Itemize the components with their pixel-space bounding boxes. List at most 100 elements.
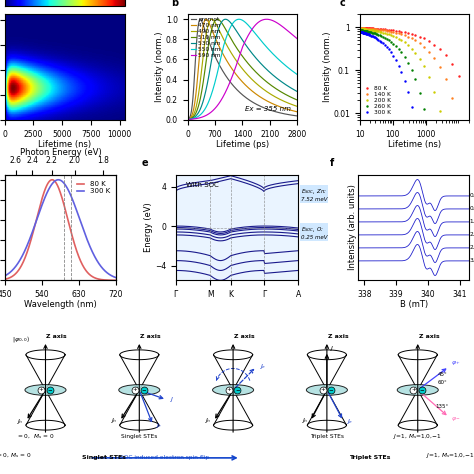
530 nm bbox=[185, 117, 191, 122]
80 K bbox=[85, 270, 91, 275]
140 K bbox=[374, 27, 380, 32]
530 nm bbox=[237, 34, 243, 39]
200 K bbox=[378, 29, 384, 35]
Text: $\varphi_-$: $\varphi_-$ bbox=[451, 415, 461, 423]
300 K bbox=[55, 177, 61, 182]
260 K bbox=[396, 46, 401, 52]
Text: +: + bbox=[39, 387, 44, 392]
Legend: promot, 470 nm, 490 nm, 510 nm, 530 nm, 550 nm, 590 nm: promot, 470 nm, 490 nm, 510 nm, 530 nm, … bbox=[191, 17, 221, 58]
530 nm bbox=[275, 76, 281, 82]
Text: $J_h$: $J_h$ bbox=[110, 416, 118, 425]
Text: Z axis: Z axis bbox=[328, 334, 348, 339]
140 K bbox=[396, 31, 401, 36]
300 K bbox=[73, 206, 79, 212]
510 nm bbox=[250, 66, 256, 72]
Legend: 80 K, 140 K, 200 K, 260 K, 300 K: 80 K, 140 K, 200 K, 260 K, 300 K bbox=[363, 83, 393, 117]
Text: Ex = 355 nm: Ex = 355 nm bbox=[245, 106, 291, 112]
470 nm bbox=[237, 76, 243, 82]
Text: Triplet STEs: Triplet STEs bbox=[310, 434, 344, 439]
Line: 470 nm: 470 nm bbox=[188, 19, 297, 119]
Y-axis label: Intensity (norm.): Intensity (norm.) bbox=[323, 32, 332, 102]
Text: $E_{SOC}$, O:
0.25 meV: $E_{SOC}$, O: 0.25 meV bbox=[301, 226, 327, 240]
80 K bbox=[456, 73, 462, 78]
Line: 510 nm: 510 nm bbox=[188, 19, 297, 119]
80 K bbox=[49, 177, 55, 182]
530 nm bbox=[238, 35, 244, 40]
80 K bbox=[45, 181, 51, 186]
490 nm bbox=[245, 72, 250, 77]
200 K bbox=[456, 238, 462, 244]
Line: 140 K: 140 K bbox=[359, 27, 460, 123]
Text: $J$: $J$ bbox=[329, 345, 334, 354]
590 nm bbox=[264, 17, 269, 22]
200 K bbox=[357, 26, 363, 32]
Text: $J$=1, $M_s$=1,0,−1: $J$=1, $M_s$=1,0,−1 bbox=[426, 451, 474, 460]
Text: Z axis: Z axis bbox=[140, 334, 161, 339]
Text: 135°: 135° bbox=[435, 403, 448, 409]
470 nm bbox=[245, 84, 250, 90]
Line: 530 nm: 530 nm bbox=[188, 19, 297, 119]
Text: e: e bbox=[142, 158, 148, 168]
Line: 200 K: 200 K bbox=[359, 28, 460, 242]
Text: Z axis: Z axis bbox=[46, 334, 67, 339]
promot bbox=[275, 109, 281, 115]
140 K bbox=[357, 26, 363, 31]
590 nm bbox=[292, 34, 298, 40]
Text: $E_{SOC}$, Zn:
7.52 meV: $E_{SOC}$, Zn: 7.52 meV bbox=[301, 187, 327, 202]
590 nm bbox=[294, 36, 300, 42]
Ellipse shape bbox=[25, 384, 66, 395]
Text: 0.4: 0.4 bbox=[470, 193, 474, 199]
590 nm bbox=[237, 50, 243, 56]
Text: $J$=1, $M_s$=1,0,−1: $J$=1, $M_s$=1,0,−1 bbox=[393, 432, 442, 441]
260 K bbox=[382, 35, 387, 41]
200 K bbox=[396, 36, 401, 41]
Text: −: − bbox=[235, 387, 240, 392]
80 K bbox=[73, 246, 79, 252]
X-axis label: Lifetime (ps): Lifetime (ps) bbox=[216, 140, 269, 149]
Line: 300 K: 300 K bbox=[359, 31, 460, 474]
Text: Z axis: Z axis bbox=[234, 334, 255, 339]
Text: 0.5: 0.5 bbox=[470, 207, 474, 211]
promot bbox=[237, 90, 243, 95]
Text: Z axis: Z axis bbox=[419, 334, 439, 339]
140 K bbox=[456, 119, 462, 125]
Text: −: − bbox=[329, 387, 334, 392]
140 K bbox=[382, 27, 387, 33]
promot bbox=[245, 96, 250, 101]
Text: $J_e$: $J_e$ bbox=[155, 421, 163, 429]
promot bbox=[292, 113, 298, 118]
80 K bbox=[365, 26, 370, 31]
Text: 45°: 45° bbox=[438, 372, 447, 377]
470 nm bbox=[238, 77, 244, 83]
Text: +: + bbox=[411, 387, 416, 392]
Text: −: − bbox=[141, 387, 146, 392]
80 K bbox=[382, 27, 387, 32]
80 K bbox=[0, 277, 3, 283]
300 K bbox=[382, 42, 387, 48]
530 nm bbox=[292, 87, 298, 93]
Text: c: c bbox=[340, 0, 346, 8]
260 K bbox=[365, 28, 370, 34]
510 nm bbox=[214, 17, 220, 22]
80 K bbox=[36, 205, 42, 210]
530 nm bbox=[250, 52, 256, 57]
510 nm bbox=[275, 87, 281, 93]
X-axis label: Photon Energy (eV): Photon Energy (eV) bbox=[19, 147, 101, 156]
140 K bbox=[378, 27, 384, 33]
550 nm bbox=[185, 117, 191, 122]
Ellipse shape bbox=[306, 384, 347, 395]
Text: −: − bbox=[47, 387, 52, 392]
promot bbox=[294, 113, 300, 119]
550 nm bbox=[236, 17, 242, 22]
200 K bbox=[374, 28, 380, 34]
200 K bbox=[382, 30, 387, 36]
Line: 260 K: 260 K bbox=[359, 29, 460, 474]
Text: Triplet STEs: Triplet STEs bbox=[349, 455, 391, 460]
X-axis label: Lifetime (ns): Lifetime (ns) bbox=[38, 140, 91, 149]
Text: 60°: 60° bbox=[438, 380, 447, 385]
300 K bbox=[374, 36, 380, 42]
510 nm bbox=[238, 51, 244, 56]
300 K bbox=[45, 188, 51, 194]
470 nm bbox=[250, 89, 256, 95]
300 K bbox=[36, 209, 42, 215]
